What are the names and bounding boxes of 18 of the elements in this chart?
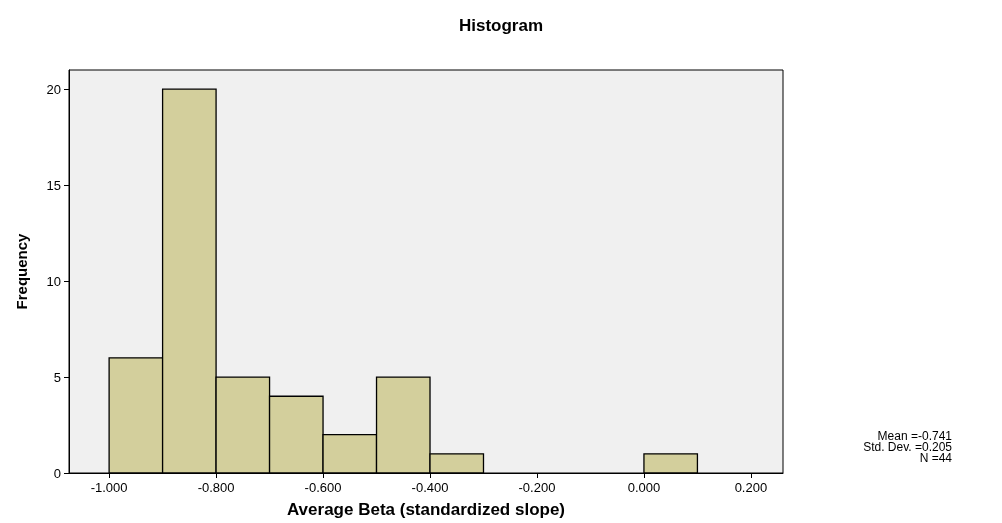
x-axis-title: Average Beta (standardized slope) bbox=[286, 500, 566, 519]
y-tick-label: 10 bbox=[46, 273, 61, 289]
chart-title: Histogram bbox=[458, 16, 544, 35]
x-tick-label: -0.800 bbox=[197, 480, 235, 495]
x-tick-label: 0.200 bbox=[734, 480, 768, 495]
x-tick-label: -1.000 bbox=[90, 480, 128, 495]
y-tick-label: 15 bbox=[46, 177, 61, 193]
y-tick-label: 5 bbox=[53, 369, 61, 385]
text: Mean =-0.741 bbox=[877, 429, 953, 443]
x-tick-label: 0.000 bbox=[627, 480, 661, 495]
text: N =44 bbox=[919, 451, 953, 465]
x-tick-label: -0.600 bbox=[304, 480, 342, 495]
x-tick-label: -0.200 bbox=[518, 480, 556, 495]
y-axis-title: Frequency bbox=[13, 232, 30, 310]
y-tick-label: 20 bbox=[46, 81, 61, 97]
y-tick-label: 0 bbox=[53, 465, 61, 481]
x-tick-label: -0.400 bbox=[411, 480, 449, 495]
text: Std. Dev. =0.205 bbox=[863, 440, 953, 454]
